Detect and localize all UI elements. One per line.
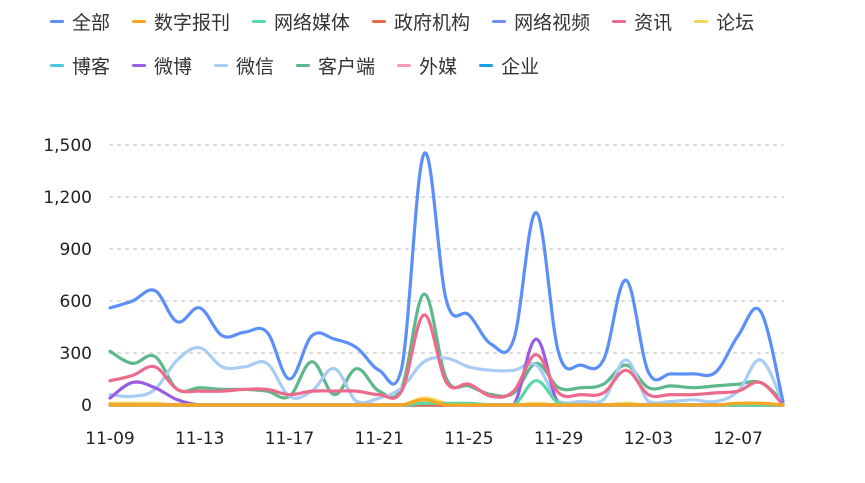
legend-swatch (492, 19, 507, 23)
series-lines (108, 151, 785, 407)
x-tick-label: 12-03 (624, 429, 673, 449)
legend-row: 博客 微博 微信 客户端 外媒 企业 (50, 50, 850, 80)
x-tick-label: 11-09 (85, 429, 134, 449)
legend-label: 论坛 (716, 11, 755, 34)
legend-swatch (132, 63, 147, 67)
x-tick-label: 12-07 (713, 429, 762, 449)
series-line[interactable] (108, 398, 785, 407)
legend-label: 数字报刊 (154, 11, 231, 34)
legend-item[interactable]: 全部 (50, 8, 110, 35)
legend-item[interactable]: 外媒 (397, 52, 457, 79)
legend-label: 外媒 (419, 55, 458, 78)
legend-label: 微博 (154, 55, 193, 78)
y-tick-label: 600 (60, 292, 92, 312)
legend-label: 政府机构 (394, 11, 471, 34)
x-tick-label: 11-13 (175, 429, 224, 449)
series-line[interactable] (108, 346, 785, 405)
grid-lines (109, 144, 784, 406)
legend-swatch (479, 63, 494, 67)
legend-label: 全部 (72, 11, 111, 34)
y-tick-label: 900 (60, 240, 92, 260)
legend-label: 微信 (236, 55, 275, 78)
legend-swatch (397, 63, 412, 67)
legend-item[interactable]: 客户端 (296, 52, 375, 79)
legend-swatch (296, 63, 311, 67)
legend-item[interactable]: 论坛 (694, 8, 754, 35)
legend-label: 企业 (501, 55, 540, 78)
legend-label: 资讯 (634, 11, 673, 34)
legend-label: 博客 (72, 55, 111, 78)
y-tick-label: 1,500 (43, 136, 92, 156)
legend-swatch (372, 19, 387, 23)
x-tick-label: 11-29 (534, 429, 583, 449)
legend-item[interactable]: 微信 (214, 52, 274, 79)
legend-swatch (132, 19, 147, 23)
y-tick-label: 300 (60, 344, 92, 364)
legend-item[interactable]: 网络视频 (492, 8, 590, 35)
y-axis-ticks: 0 300 600 900 1,200 1,500 (43, 136, 92, 416)
legend-swatch (214, 63, 229, 67)
x-axis-ticks: 11-09 11-13 11-17 11-21 11-25 11-29 12-03 12-07 (85, 429, 763, 449)
legend-label: 网络视频 (514, 11, 591, 34)
legend-item[interactable]: 数字报刊 (132, 8, 230, 35)
legend-item[interactable]: 企业 (479, 52, 539, 79)
series-line[interactable] (108, 313, 785, 407)
legend-item[interactable]: 微博 (132, 52, 192, 79)
y-tick-label: 1,200 (43, 188, 92, 208)
legend-swatch (252, 19, 267, 23)
x-tick-label: 11-25 (444, 429, 493, 449)
legend-item[interactable]: 网络媒体 (252, 8, 350, 35)
legend-item[interactable]: 资讯 (612, 8, 672, 35)
y-tick-label: 0 (81, 396, 92, 416)
legend-item[interactable]: 博客 (50, 52, 110, 79)
legend-swatch (50, 19, 64, 23)
chart-legend: 全部 数字报刊 网络媒体 政府机构 网络视频 资讯 论坛 博客 微博 微信 客户端 外媒 企业 (50, 6, 850, 94)
series-line[interactable] (108, 151, 785, 404)
legend-row: 全部 数字报刊 网络媒体 政府机构 网络视频 资讯 论坛 (50, 6, 850, 36)
legend-swatch (50, 63, 64, 67)
x-tick-label: 11-17 (265, 429, 314, 449)
legend-label: 客户端 (318, 55, 376, 78)
x-tick-label: 11-21 (354, 429, 403, 449)
legend-swatch (612, 19, 627, 23)
legend-swatch (694, 19, 709, 23)
legend-label: 网络媒体 (274, 11, 351, 34)
legend-item[interactable]: 政府机构 (372, 8, 470, 35)
series-line[interactable] (108, 292, 785, 404)
